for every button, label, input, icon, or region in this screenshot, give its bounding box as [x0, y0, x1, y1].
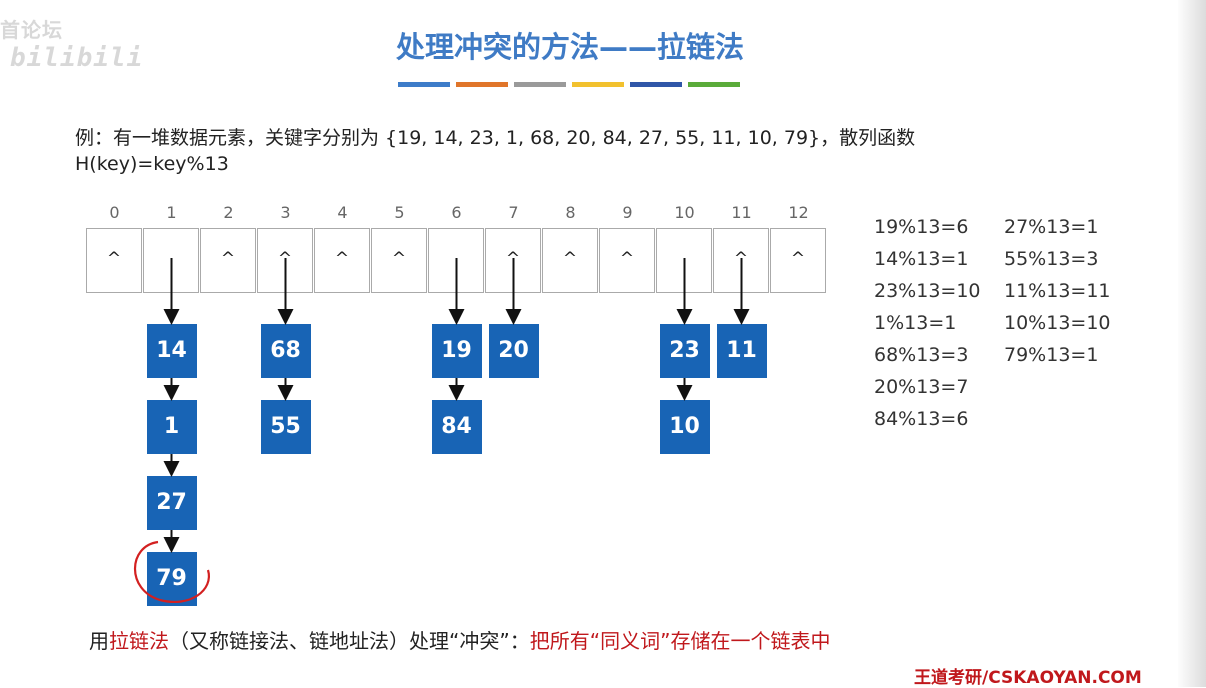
mod-calculation: 19%13=6 — [874, 216, 969, 238]
hash-slot: ^ — [257, 228, 313, 293]
slot-index: 10 — [674, 203, 695, 222]
hash-slot: ^ — [86, 228, 142, 293]
hash-slot: ^ — [770, 228, 826, 293]
hash-slot — [656, 228, 712, 293]
mod-calculation: 84%13=6 — [874, 408, 969, 430]
chain-node: 20 — [488, 324, 539, 378]
chain-node: 68 — [260, 324, 311, 378]
slide-title: 处理冲突的方法——拉链法 — [395, 30, 744, 64]
chain-node: 79 — [146, 552, 197, 606]
hash-slot: ^ — [485, 228, 541, 293]
hash-function: H(key)=key%13 — [75, 153, 229, 175]
summary-text-2: （又称链接法、链地址法）处理“冲突”： — [169, 629, 530, 653]
page-edge-shadow — [1178, 0, 1206, 687]
color-bar-4 — [572, 82, 624, 87]
mod-calculation: 55%13=3 — [1004, 248, 1099, 270]
hash-slot: ^ — [371, 228, 427, 293]
summary-text-1: 用 — [89, 629, 109, 653]
hash-slot: ^ — [542, 228, 598, 293]
color-bar-2 — [456, 82, 508, 87]
slot-index: 8 — [565, 203, 576, 222]
hash-slot: ^ — [200, 228, 256, 293]
hash-slot — [428, 228, 484, 293]
mod-calculation: 23%13=10 — [874, 280, 981, 302]
mod-calculation: 10%13=10 — [1004, 312, 1111, 334]
hash-slot — [143, 228, 199, 293]
slot-index: 6 — [451, 203, 462, 222]
hash-table-indices: 0 1 2 3 4 5 6 7 8 9 10 11 12 — [86, 203, 827, 227]
slot-index: 11 — [731, 203, 752, 222]
chain-node: 1 — [146, 400, 197, 454]
brand-footer: 王道考研/CSKAOYAN.COM — [914, 668, 1142, 688]
mod-calculation: 20%13=7 — [874, 376, 969, 398]
summary-sentence: 用拉链法（又称链接法、链地址法）处理“冲突”：把所有“同义词”存储在一个链表中 — [89, 625, 830, 654]
hash-slot: ^ — [599, 228, 655, 293]
color-bar-6 — [688, 82, 740, 87]
mod-calculation: 68%13=3 — [874, 344, 969, 366]
chain-node: 10 — [659, 400, 710, 454]
color-bar-5 — [630, 82, 682, 87]
hash-slot: ^ — [713, 228, 769, 293]
color-bar-3 — [514, 82, 566, 87]
slot-index: 12 — [788, 203, 809, 222]
mod-calculation: 14%13=1 — [874, 248, 969, 270]
slot-index: 5 — [394, 203, 405, 222]
chain-node: 19 — [431, 324, 482, 378]
logo-text: 首论坛 — [0, 18, 63, 42]
slot-index: 9 — [622, 203, 633, 222]
slot-index: 3 — [280, 203, 291, 222]
example-text: 例：有一堆数据元素，关键字分别为 {19, 14, 23, 1, 68, 20,… — [75, 127, 916, 149]
slot-index: 2 — [223, 203, 234, 222]
mod-calculation: 1%13=1 — [874, 312, 957, 334]
mod-calculation: 11%13=11 — [1004, 280, 1111, 302]
chain-node: 23 — [659, 324, 710, 378]
watermark-logo: 首论坛bilibili — [0, 14, 175, 73]
slot-index: 1 — [166, 203, 177, 222]
title-color-bars — [398, 82, 740, 88]
slot-index: 7 — [508, 203, 519, 222]
chain-node: 84 — [431, 400, 482, 454]
chain-node: 55 — [260, 400, 311, 454]
mod-calculation: 27%13=1 — [1004, 216, 1099, 238]
hash-slot: ^ — [314, 228, 370, 293]
chain-node: 14 — [146, 324, 197, 378]
bilibili-logo: bilibili — [10, 43, 144, 73]
color-bar-1 — [398, 82, 450, 87]
slot-index: 4 — [337, 203, 348, 222]
summary-highlight: 把所有“同义词”存储在一个链表中 — [529, 629, 831, 653]
mod-calculation: 79%13=1 — [1004, 344, 1099, 366]
summary-keyword: 拉链法 — [109, 629, 169, 653]
chain-node: 27 — [146, 476, 197, 530]
chain-node: 11 — [716, 324, 767, 378]
slot-index: 0 — [109, 203, 120, 222]
